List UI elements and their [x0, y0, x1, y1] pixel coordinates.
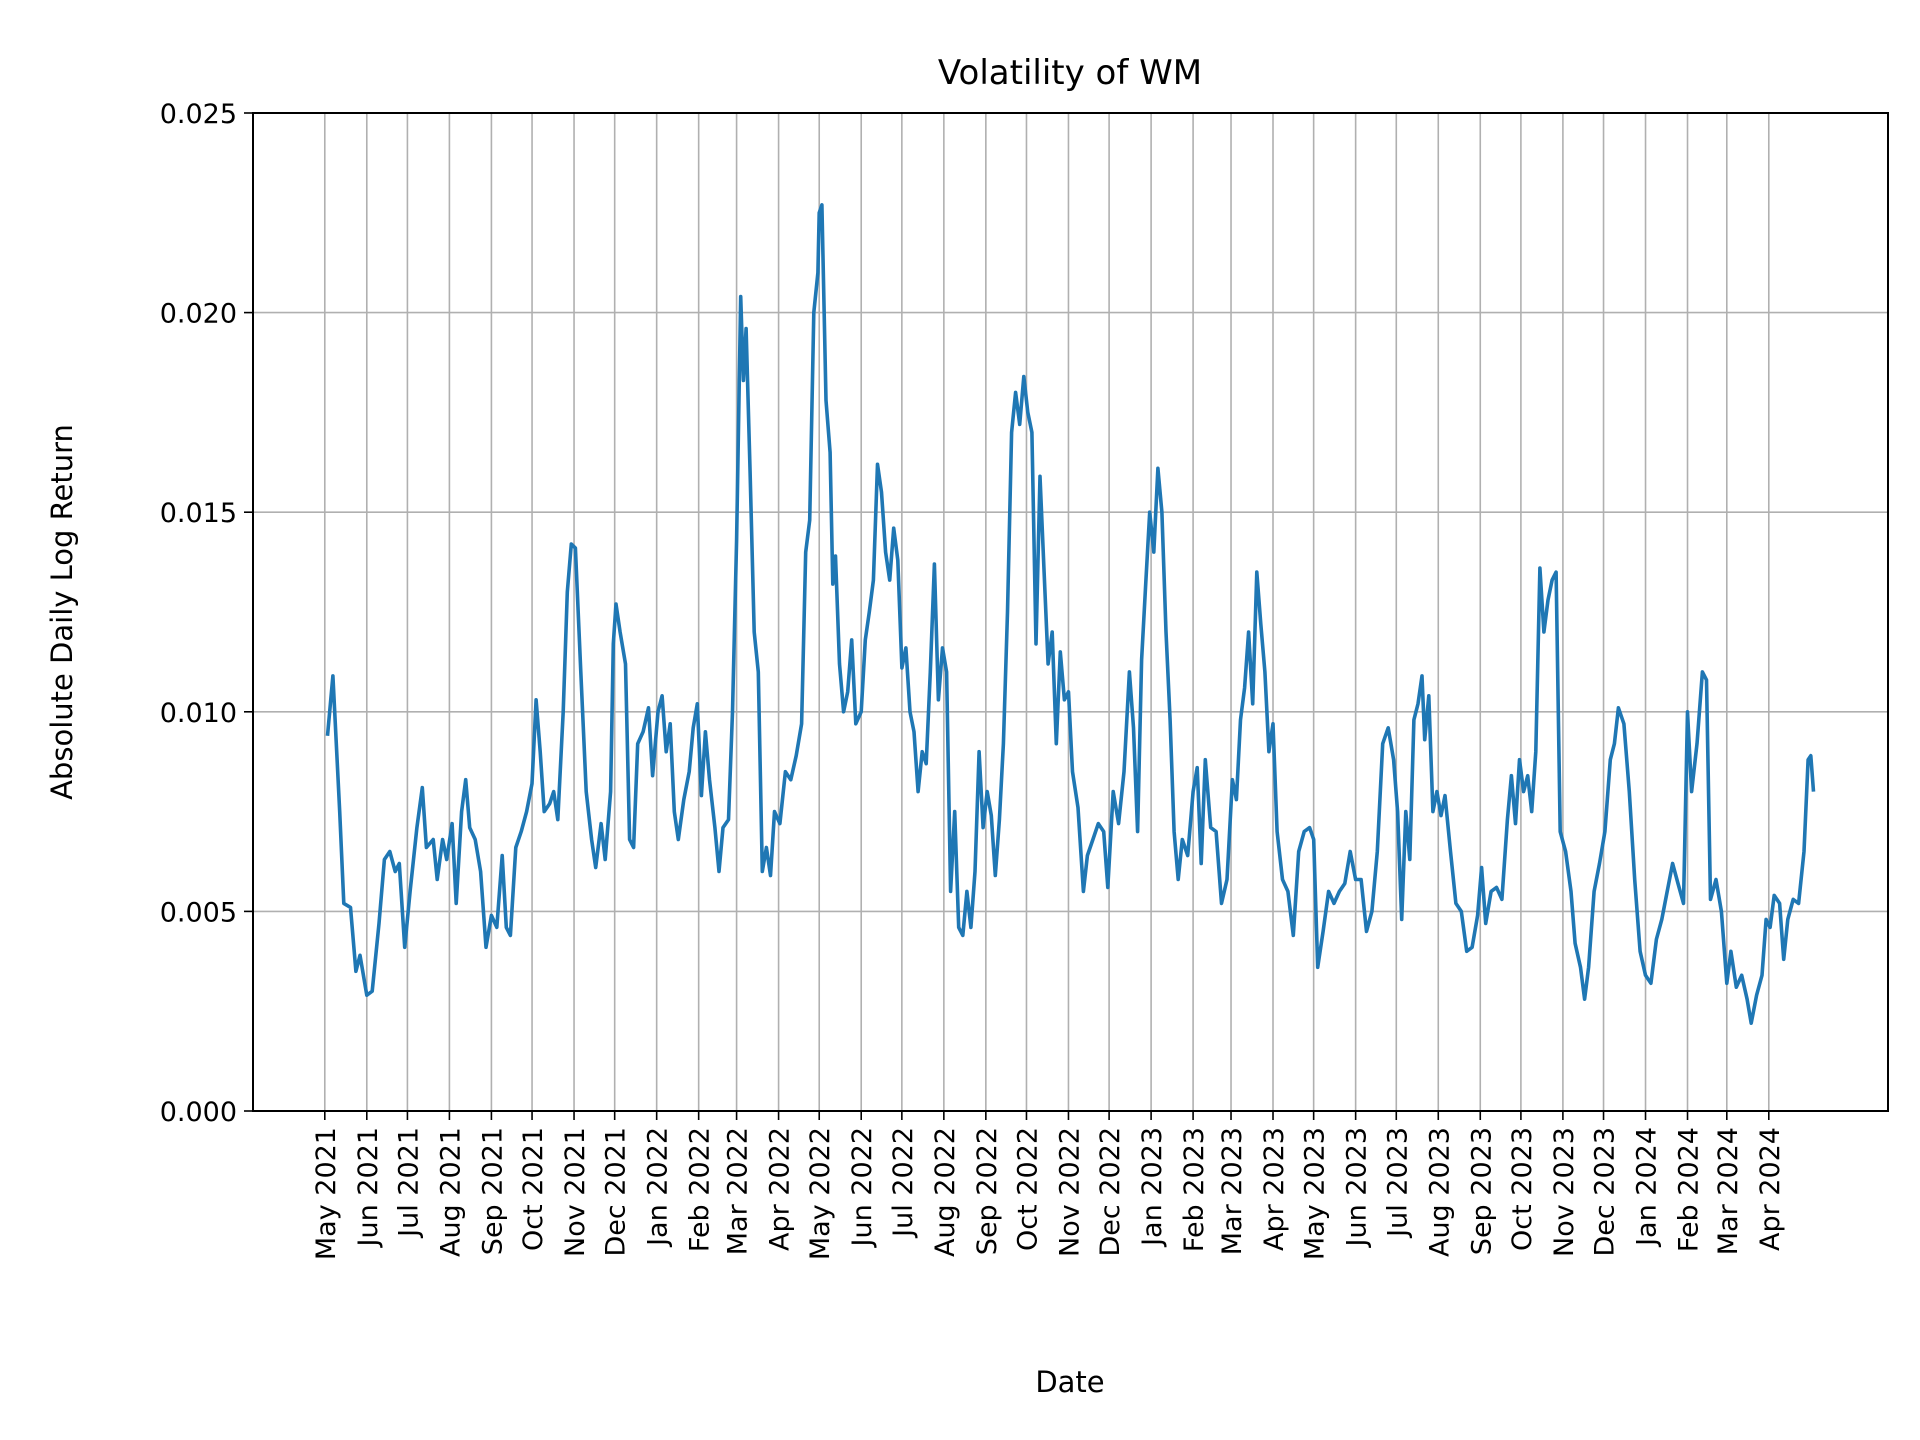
series-layer [325, 203, 1816, 1026]
y-tick-label: 0.005 [160, 897, 237, 928]
x-tick-label: Sep 2023 [1466, 1127, 1497, 1255]
x-tick-label: Jul 2021 [393, 1127, 424, 1239]
x-tick-label: Dec 2023 [1590, 1127, 1621, 1257]
x-tick-label: Oct 2023 [1507, 1127, 1538, 1251]
x-tick-label: Feb 2022 [685, 1127, 716, 1252]
ticks: 0.000 0.005 0.010 0.015 0.020 0.025 May 2021 Ju… [160, 99, 1786, 1260]
x-tick-label: Jan 2022 [643, 1127, 674, 1248]
x-tick-label: Feb 2023 [1179, 1127, 1210, 1252]
x-axis-label: Date [1035, 1365, 1104, 1399]
volatility-line [325, 203, 1816, 1026]
x-tick-label: Oct 2021 [518, 1127, 549, 1251]
plot-frame [252, 112, 1889, 1112]
x-tick-label: Aug 2023 [1424, 1127, 1455, 1257]
x-tick-label: May 2022 [805, 1127, 836, 1260]
x-tick-label: Mar 2023 [1217, 1127, 1248, 1255]
x-tick-label: Nov 2021 [560, 1127, 591, 1257]
x-tick-label: Apr 2023 [1259, 1127, 1290, 1251]
chart-title: Volatility of WM [938, 53, 1202, 93]
x-tick-label: Jun 2022 [847, 1127, 878, 1248]
x-tick-label: Nov 2022 [1054, 1127, 1085, 1257]
x-tick-label: Jun 2021 [353, 1127, 384, 1248]
y-tick-label: 0.000 [160, 1097, 237, 1128]
grid [253, 112, 1888, 1112]
y-axis-label: Absolute Daily Log Return [45, 424, 79, 800]
x-tick-label: Jul 2022 [888, 1127, 919, 1239]
x-tick-label: Jan 2024 [1632, 1127, 1663, 1248]
x-tick-label: Jul 2023 [1382, 1127, 1413, 1239]
y-tick-label: 0.010 [160, 698, 237, 729]
x-tick-label: Nov 2023 [1549, 1127, 1580, 1257]
x-tick-label: Mar 2022 [723, 1127, 754, 1255]
x-tick-label: Jan 2023 [1137, 1127, 1168, 1248]
x-tick-label: Apr 2022 [765, 1127, 796, 1251]
x-tick-label: Dec 2021 [601, 1127, 632, 1257]
x-tick-label: Feb 2024 [1674, 1127, 1705, 1252]
x-tick-label: May 2023 [1300, 1127, 1331, 1260]
x-tick-label: May 2021 [311, 1127, 342, 1260]
x-tick-label: Oct 2022 [1012, 1127, 1043, 1251]
x-tick-label: Sep 2021 [477, 1127, 508, 1255]
x-tick-label: Apr 2024 [1755, 1127, 1786, 1251]
y-tick-label: 0.015 [160, 498, 237, 529]
x-tick-label: Aug 2021 [435, 1127, 466, 1257]
x-tick-label: Mar 2024 [1713, 1127, 1744, 1255]
x-tick-label: Aug 2022 [930, 1127, 961, 1257]
x-tick-label: Sep 2022 [972, 1127, 1003, 1255]
x-tick-label: Dec 2022 [1095, 1127, 1126, 1257]
y-tick-label: 0.025 [160, 99, 237, 130]
x-tick-label: Jun 2023 [1342, 1127, 1373, 1248]
y-tick-label: 0.020 [160, 299, 237, 330]
